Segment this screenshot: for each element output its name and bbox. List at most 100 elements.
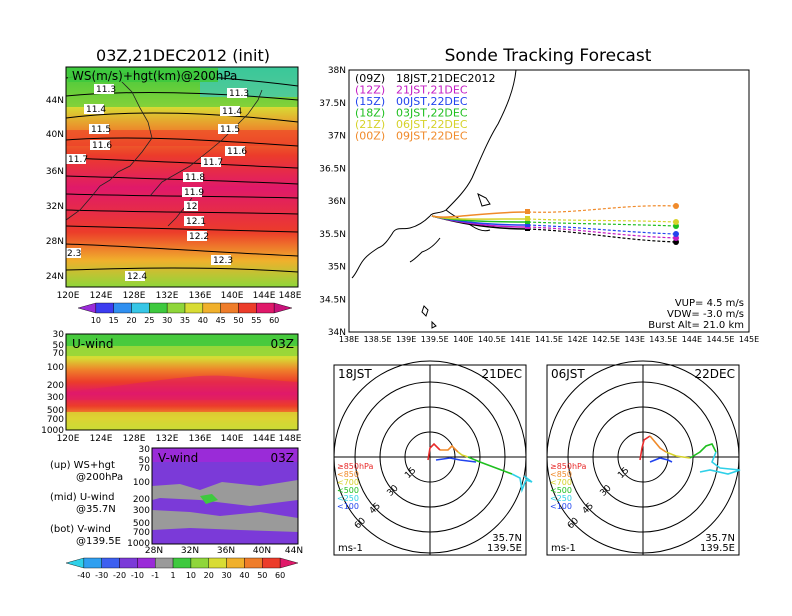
lon-tick: 132E bbox=[156, 434, 179, 444]
lon-tick: 139E bbox=[396, 335, 416, 344]
lon-tick: 138.5E bbox=[364, 335, 392, 344]
p-tick: 200 bbox=[47, 381, 64, 391]
colorbar-label: 35 bbox=[180, 316, 190, 325]
hodo-trace bbox=[435, 457, 477, 463]
lat-tick: 35N bbox=[328, 263, 346, 273]
colorbar-swatch bbox=[77, 302, 97, 314]
colorbar-swatch bbox=[190, 557, 209, 569]
lon-tick: 128E bbox=[123, 434, 146, 444]
lat-tick: 35.5N bbox=[319, 230, 346, 240]
lat-tick: 37.5N bbox=[319, 99, 346, 109]
colorbar-swatch bbox=[95, 302, 114, 314]
colorbar-swatch bbox=[244, 557, 263, 569]
track-descent bbox=[527, 228, 677, 243]
legend-z: (15Z) bbox=[355, 95, 385, 108]
lon-tick: 148E bbox=[279, 291, 302, 301]
colorbar-label: 25 bbox=[144, 316, 154, 325]
lon-tick: 120E bbox=[57, 434, 80, 444]
p-tick: 100 bbox=[133, 478, 150, 488]
v-pressure-ticks: 30 50 70 100 200 300 500 700 1000 bbox=[127, 445, 150, 549]
p-tick: 70 bbox=[53, 349, 65, 359]
hodo-trace bbox=[440, 444, 459, 453]
hodo-legend-item: ≥850hPa bbox=[550, 462, 587, 471]
lat-tick: 36N bbox=[46, 167, 64, 177]
legend-text: @139.5E bbox=[76, 536, 121, 547]
contour-label: 2.3 bbox=[67, 249, 81, 259]
lon-tick: 144E bbox=[253, 291, 276, 301]
colorbar-swatch bbox=[184, 302, 204, 314]
colorbar-label: -20 bbox=[113, 571, 126, 580]
colorbar-swatch bbox=[273, 302, 293, 314]
burst-marker bbox=[525, 216, 530, 221]
lon-tick: 140E bbox=[453, 335, 473, 344]
contour-label: 12.1 bbox=[186, 217, 206, 227]
lat-tick: 37N bbox=[328, 132, 346, 142]
hodo-trace bbox=[689, 443, 717, 459]
colorbar-label: 45 bbox=[216, 316, 226, 325]
hodo-date: 21DEC bbox=[482, 367, 522, 381]
hodo-legend-item: <700 bbox=[337, 478, 359, 487]
right-title: Sonde Tracking Forecast bbox=[445, 46, 652, 66]
lon-tick: 136E bbox=[189, 434, 212, 444]
legend-text: (mid) U-wind bbox=[50, 492, 114, 503]
colorbar-label: 60 bbox=[275, 571, 285, 580]
p-tick: 50 bbox=[139, 456, 151, 466]
vdw-text: VDW= -3.0 m/s bbox=[667, 309, 744, 320]
legend-z: (21Z) bbox=[355, 118, 385, 131]
p-tick: 30 bbox=[53, 330, 65, 340]
hodo-legend-item: <100 bbox=[337, 502, 359, 511]
lon-tick: 136E bbox=[189, 291, 212, 301]
p-tick: 300 bbox=[133, 506, 150, 516]
colorbar-swatch bbox=[155, 557, 174, 569]
colorbar-swatch bbox=[279, 557, 299, 569]
lon-tick: 144.5E bbox=[706, 335, 734, 344]
colorbar-swatch bbox=[208, 557, 227, 569]
hodo-legend-item: <850 bbox=[337, 470, 359, 479]
legend-z: (18Z) bbox=[355, 107, 385, 120]
track-ascent bbox=[431, 211, 529, 218]
lat-tick: 34N bbox=[328, 328, 346, 338]
contour-label: 11.7 bbox=[203, 158, 223, 168]
hodo-trace bbox=[511, 473, 533, 493]
lon-tick: 140.5E bbox=[478, 335, 506, 344]
left-title: 03Z,21DEC2012 (init) bbox=[96, 46, 270, 65]
contour-label: 11.6 bbox=[92, 141, 112, 151]
lat-tick: 28N bbox=[145, 546, 163, 556]
v-lat-ticks: 28N 32N 36N 40N 44N bbox=[145, 546, 303, 556]
legend-jst: 06JST,22DEC bbox=[396, 118, 468, 131]
colorbar-swatch bbox=[113, 302, 132, 314]
lon-tick: 138E bbox=[339, 335, 359, 344]
lon-tick: 141E bbox=[510, 335, 530, 344]
track-lat-ticks: 38N 37.5N 37N 36.5N 36N 35.5N 35N 34.5N 34N bbox=[319, 66, 346, 338]
v-colorbar bbox=[65, 557, 299, 569]
lon-tick: 143E bbox=[625, 335, 645, 344]
hodo-unit: ms-1 bbox=[338, 543, 363, 554]
v-wind-label: V-wind bbox=[158, 451, 198, 465]
p-tick: 1000 bbox=[127, 539, 150, 549]
contour-label: 11.5 bbox=[91, 125, 111, 135]
burst-marker bbox=[525, 219, 530, 224]
p-tick: 500 bbox=[47, 406, 64, 416]
sonde-tracks bbox=[431, 203, 679, 245]
ws-map bbox=[65, 67, 299, 287]
hodo-trace bbox=[467, 456, 513, 475]
lat-tick: 24N bbox=[46, 272, 64, 282]
colorbar-label: 10 bbox=[91, 316, 101, 325]
hodo-unit: ms-1 bbox=[551, 543, 576, 554]
lat-tick: 44N bbox=[46, 96, 64, 106]
u-wind-label: U-wind bbox=[72, 337, 113, 351]
colorbar-label: 30 bbox=[222, 571, 232, 580]
hodo-legend-item: <250 bbox=[337, 494, 359, 503]
hodo-trace bbox=[427, 442, 441, 461]
lat-tick: 28N bbox=[46, 237, 64, 247]
track-lon-ticks: 138E 138.5E 139E 139.5E 140E 140.5E 141E 141.5E… bbox=[339, 335, 759, 344]
lon-tick: 128E bbox=[123, 291, 146, 301]
burst-marker bbox=[525, 209, 530, 214]
contour-label: 11.4 bbox=[86, 105, 106, 115]
colorbar-swatch bbox=[83, 557, 102, 569]
contour-label: 11.7 bbox=[68, 155, 88, 165]
u-wind-time: 03Z bbox=[271, 337, 295, 351]
colorbar-swatch bbox=[238, 302, 257, 314]
hodo-trace bbox=[665, 451, 691, 459]
p-tick: 50 bbox=[53, 341, 65, 351]
